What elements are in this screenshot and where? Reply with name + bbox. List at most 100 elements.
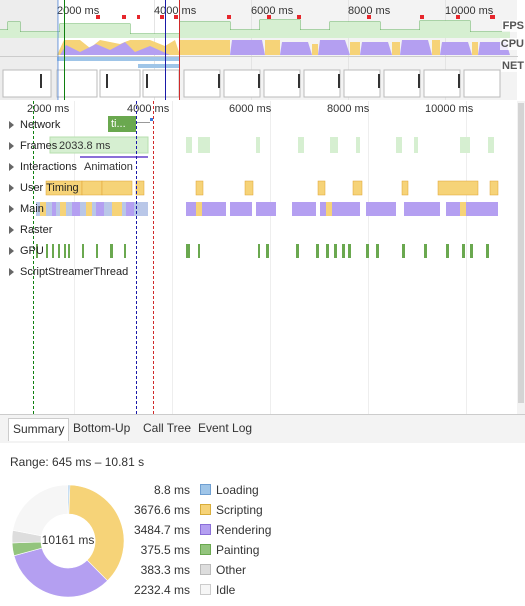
flame-chart[interactable]: 2000 ms 4000 ms 6000 ms 8000 ms 10000 ms xyxy=(0,101,525,414)
overview-marker-red xyxy=(179,0,180,100)
first-paint-marker xyxy=(33,101,34,414)
legend-row-rendering: 3484.7 ms Rendering xyxy=(120,523,320,541)
flame-grid-line xyxy=(172,101,173,414)
legend-swatch xyxy=(200,484,211,495)
network-request-bar xyxy=(108,116,136,132)
track-raster[interactable]: Raster xyxy=(0,220,518,241)
overview-marker-green xyxy=(64,0,65,100)
long-task-markers xyxy=(96,15,495,19)
cpu-rendering-area xyxy=(60,42,170,55)
track-interactions[interactable]: Interactions Animation xyxy=(0,157,518,178)
flame-tick-label: 6000 ms xyxy=(229,103,272,115)
legend-value: 383.3 ms xyxy=(140,563,190,577)
track-frames[interactable]: Frames 2033.8 ms xyxy=(0,136,518,157)
frame-bar xyxy=(49,136,149,154)
expand-arrow-icon[interactable] xyxy=(9,226,14,234)
overview-tick-label: 10000 ms xyxy=(445,5,494,17)
timeline-overview[interactable]: 2000 ms 4000 ms 6000 ms 8000 ms 10000 ms xyxy=(0,0,525,102)
overview-graph xyxy=(0,0,518,100)
track-gpu[interactable]: GPU xyxy=(0,241,518,262)
track-label: User Timing xyxy=(20,182,79,194)
dom-content-loaded-marker xyxy=(136,101,137,414)
track-network[interactable]: Network ti... xyxy=(0,115,518,136)
cpu-rendering-area-2 xyxy=(180,40,510,55)
track-main[interactable]: Main xyxy=(0,199,518,220)
expand-arrow-icon[interactable] xyxy=(9,142,14,150)
expand-arrow-icon[interactable] xyxy=(9,184,14,192)
track-script-streamer[interactable]: ScriptStreamerThread xyxy=(0,262,518,283)
legend-row-painting: 375.5 ms Painting xyxy=(120,543,320,561)
legend-swatch xyxy=(200,544,211,555)
interaction-animation-label[interactable]: Animation xyxy=(84,161,133,173)
flame-tick-label: 4000 ms xyxy=(127,103,170,115)
flame-bars xyxy=(36,116,499,258)
summary-pie-chart xyxy=(11,484,125,598)
flame-grid-line xyxy=(270,101,271,414)
legend-name: Painting xyxy=(216,543,260,557)
track-label: Main xyxy=(20,203,44,215)
legend-swatch xyxy=(200,584,211,595)
overview-grid-line xyxy=(348,0,349,100)
legend-value: 2232.4 ms xyxy=(133,583,190,597)
track-label: Interactions xyxy=(20,161,77,173)
main-thread-bars xyxy=(36,202,498,216)
tab-summary[interactable]: Summary xyxy=(8,418,70,441)
track-label: Network xyxy=(20,119,61,131)
expand-arrow-icon[interactable] xyxy=(9,121,14,129)
gpu-bars xyxy=(36,244,489,258)
overview-grid-line xyxy=(57,0,58,100)
selection-handle-left xyxy=(57,0,59,100)
net-bar xyxy=(57,57,180,61)
load-event-marker xyxy=(153,101,154,414)
frame-duration-label[interactable]: 2033.8 ms xyxy=(59,140,111,152)
tab-call-tree[interactable]: Call Tree xyxy=(143,421,192,435)
legend-row-loading: 8.8 ms Loading xyxy=(120,483,320,501)
fps-track-label: FPS xyxy=(501,20,525,32)
range-label: Range: 645 ms – 10.81 s xyxy=(10,455,145,469)
legend-value: 3484.7 ms xyxy=(133,523,190,537)
legend-swatch xyxy=(200,524,211,535)
flame-vertical-scrollbar[interactable] xyxy=(517,101,525,414)
legend-row-other: 383.3 ms Other xyxy=(120,563,320,581)
tab-bottom-up[interactable]: Bottom-Up xyxy=(73,421,131,435)
legend-name: Other xyxy=(216,563,247,577)
flame-tick-label: 10000 ms xyxy=(425,103,474,115)
filmstrip xyxy=(2,69,501,98)
pie-slice-idle xyxy=(12,484,69,537)
overview-marker-blue xyxy=(165,0,166,100)
track-label: Raster xyxy=(20,224,53,236)
flame-tick-label: 8000 ms xyxy=(327,103,370,115)
legend-name: Loading xyxy=(216,483,259,497)
user-timing-bars xyxy=(45,180,499,196)
cpu-track-label: CPU xyxy=(499,38,525,50)
track-label: Frames xyxy=(20,140,58,152)
summary-panel: Range: 645 ms – 10.81 s 10161 ms 8.8 ms … xyxy=(0,443,525,606)
expand-arrow-icon[interactable] xyxy=(9,268,14,276)
network-request-label[interactable]: ti... xyxy=(111,118,126,130)
flame-grid-line xyxy=(74,101,75,414)
track-user-timing[interactable]: User Timing xyxy=(0,178,518,199)
frame-bars xyxy=(186,137,494,153)
flame-tick-label: 2000 ms xyxy=(27,103,70,115)
tab-event-log[interactable]: Event Log xyxy=(198,421,253,435)
cpu-scripting-area-2 xyxy=(180,40,478,55)
expand-arrow-icon[interactable] xyxy=(9,205,14,213)
expand-arrow-icon[interactable] xyxy=(9,247,14,255)
pie-total-label: 10161 ms xyxy=(41,533,95,547)
expand-arrow-icon[interactable] xyxy=(9,163,14,171)
overview-tick-label: 8000 ms xyxy=(348,5,391,17)
legend-value: 3676.6 ms xyxy=(133,503,190,517)
legend-value: 375.5 ms xyxy=(140,543,190,557)
net-bar xyxy=(138,64,180,68)
legend-swatch xyxy=(200,564,211,575)
pie-slice-scripting xyxy=(68,484,125,582)
details-tab-bar: Summary Bottom-Up Call Tree Event Log xyxy=(0,414,525,444)
track-label: ScriptStreamerThread xyxy=(20,266,129,278)
legend-name: Rendering xyxy=(216,523,272,537)
overview-tick-label: 6000 ms xyxy=(251,5,294,17)
legend-row-scripting: 3676.6 ms Scripting xyxy=(120,503,320,521)
filmstrip-content xyxy=(40,74,460,88)
overview-tick-label: 2000 ms xyxy=(57,5,100,17)
legend-row-idle: 2232.4 ms Idle xyxy=(120,583,320,601)
scrollbar-thumb[interactable] xyxy=(518,103,524,403)
